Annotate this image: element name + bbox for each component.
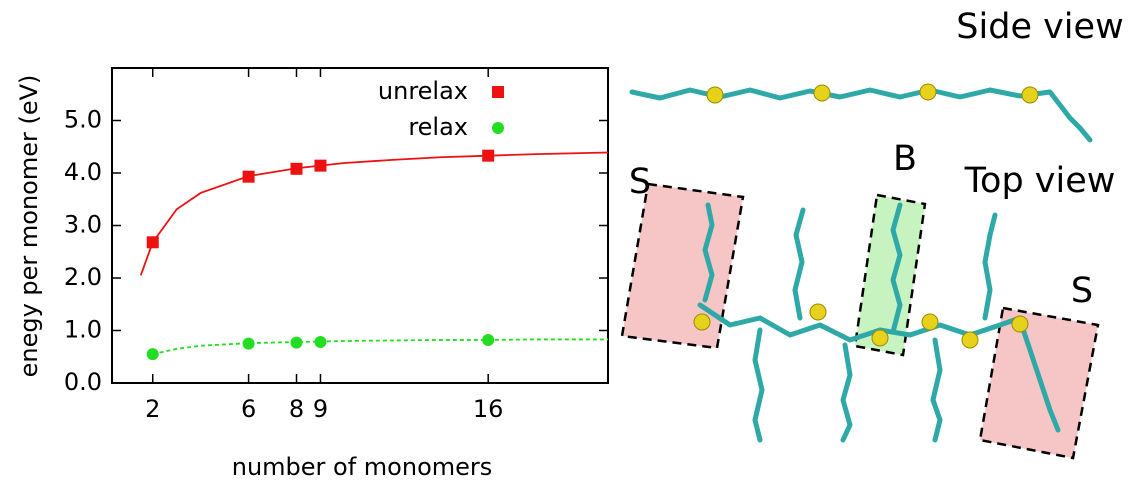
marker xyxy=(291,337,303,349)
molecule-illustration xyxy=(622,84,1098,458)
y-tick-label: 3.0 xyxy=(64,211,102,239)
top-view-title: Top view xyxy=(964,161,1116,201)
x-tick-label: 9 xyxy=(313,395,328,423)
marker xyxy=(492,86,504,98)
x-tick-label: 8 xyxy=(289,395,304,423)
y-tick-label: 2.0 xyxy=(64,263,102,291)
y-tick-label: 5.0 xyxy=(64,106,102,134)
unit-label: S xyxy=(629,162,651,202)
fit-curve xyxy=(153,339,608,354)
marker xyxy=(314,160,326,172)
marker xyxy=(482,150,494,162)
marker xyxy=(243,171,255,183)
marker xyxy=(147,348,159,360)
y-tick-label: 4.0 xyxy=(64,158,102,186)
x-tick-label: 2 xyxy=(145,395,160,423)
marker xyxy=(482,334,494,346)
unit-label: S xyxy=(1071,271,1093,311)
y-tick-label: 0.0 xyxy=(64,368,102,396)
marker xyxy=(492,122,504,134)
marker xyxy=(291,163,303,175)
marker xyxy=(243,338,255,350)
y-axis-label: enegy per monomer (eV) xyxy=(15,75,43,378)
legend-label: relax xyxy=(408,113,468,141)
plot-frame xyxy=(112,68,608,383)
fit-curve xyxy=(141,153,608,276)
x-tick-label: 6 xyxy=(241,395,256,423)
side-view-title: Side view xyxy=(956,7,1123,47)
marker xyxy=(147,236,159,248)
figure: Side view Top view S B S number of monom… xyxy=(0,0,1138,486)
x-axis-label: number of monomers xyxy=(232,453,493,481)
marker xyxy=(314,336,326,348)
legend-label: unrelax xyxy=(378,77,468,105)
unit-label: B xyxy=(893,139,917,179)
x-tick-label: 16 xyxy=(473,395,504,423)
y-tick-label: 1.0 xyxy=(64,316,102,344)
